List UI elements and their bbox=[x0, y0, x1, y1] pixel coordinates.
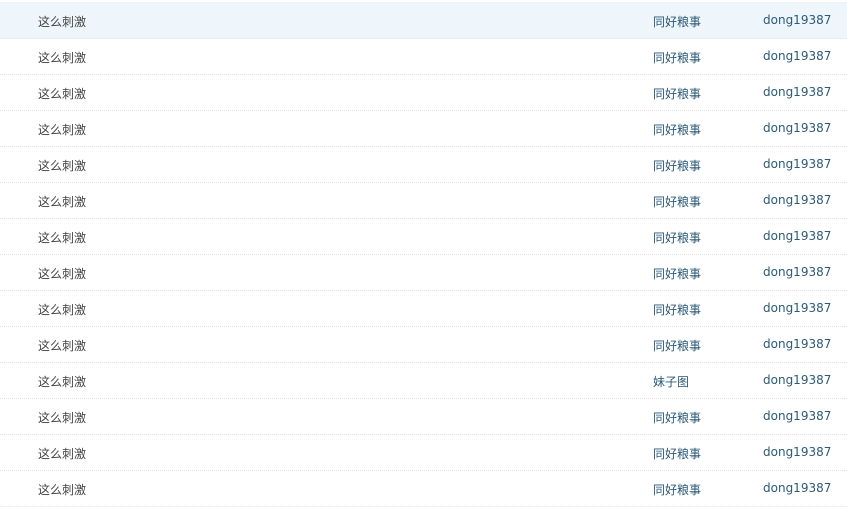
list-item[interactable]: 这么刺激 同好粮事 dong19387 bbox=[0, 39, 847, 75]
post-author-link[interactable]: dong19387 bbox=[763, 409, 832, 423]
post-author-link[interactable]: dong19387 bbox=[763, 157, 832, 171]
post-author-link[interactable]: dong19387 bbox=[763, 85, 832, 99]
post-title[interactable]: 这么刺激 bbox=[38, 15, 87, 29]
list-item[interactable]: 这么刺激 同好粮事 dong19387 bbox=[0, 75, 847, 111]
list-item[interactable]: 这么刺激 同好粮事 dong19387 bbox=[0, 219, 847, 255]
post-author-link[interactable]: dong19387 bbox=[763, 193, 832, 207]
post-title[interactable]: 这么刺激 bbox=[38, 159, 87, 173]
post-title[interactable]: 这么刺激 bbox=[38, 231, 87, 245]
post-author-link[interactable]: dong19387 bbox=[763, 301, 832, 315]
post-category-link[interactable]: 同好粮事 bbox=[653, 483, 702, 497]
post-title[interactable]: 这么刺激 bbox=[38, 303, 87, 317]
post-title[interactable]: 这么刺激 bbox=[38, 195, 87, 209]
post-author-link[interactable]: dong19387 bbox=[763, 265, 832, 279]
post-title[interactable]: 这么刺激 bbox=[38, 411, 87, 425]
post-title[interactable]: 这么刺激 bbox=[38, 87, 87, 101]
list-item[interactable]: 这么刺激 同好粮事 dong19387 bbox=[0, 111, 847, 147]
post-author-link[interactable]: dong19387 bbox=[763, 481, 832, 495]
post-category-link[interactable]: 同好粮事 bbox=[653, 51, 702, 65]
post-category-link[interactable]: 同好粮事 bbox=[653, 15, 702, 29]
post-title[interactable]: 这么刺激 bbox=[38, 51, 87, 65]
post-title[interactable]: 这么刺激 bbox=[38, 375, 87, 389]
list-item[interactable]: 这么刺激 同好粮事 dong19387 bbox=[0, 291, 847, 327]
post-author-link[interactable]: dong19387 bbox=[763, 49, 832, 63]
post-author-link[interactable]: dong19387 bbox=[763, 121, 832, 135]
post-author-link[interactable]: dong19387 bbox=[763, 445, 832, 459]
post-author-link[interactable]: dong19387 bbox=[763, 13, 832, 27]
list-item[interactable]: 这么刺激 妹子图 dong19387 bbox=[0, 363, 847, 399]
list-item[interactable]: 这么刺激 同好粮事 dong19387 bbox=[0, 471, 847, 507]
list-item[interactable]: 这么刺激 同好粮事 dong19387 bbox=[0, 147, 847, 183]
post-title[interactable]: 这么刺激 bbox=[38, 267, 87, 281]
post-category-link[interactable]: 同好粮事 bbox=[653, 267, 702, 281]
post-author-link[interactable]: dong19387 bbox=[763, 229, 832, 243]
post-author-link[interactable]: dong19387 bbox=[763, 373, 832, 387]
post-category-link[interactable]: 同好粮事 bbox=[653, 231, 702, 245]
list-item[interactable]: 这么刺激 同好粮事 dong19387 bbox=[0, 183, 847, 219]
list-item[interactable]: 这么刺激 同好粮事 dong19387 bbox=[0, 399, 847, 435]
post-category-link[interactable]: 妹子图 bbox=[653, 375, 690, 389]
list-item[interactable]: 这么刺激 同好粮事 dong19387 bbox=[0, 327, 847, 363]
post-title[interactable]: 这么刺激 bbox=[38, 339, 87, 353]
post-category-link[interactable]: 同好粮事 bbox=[653, 195, 702, 209]
list-item[interactable]: 这么刺激 同好粮事 dong19387 bbox=[0, 255, 847, 291]
post-category-link[interactable]: 同好粮事 bbox=[653, 339, 702, 353]
post-category-link[interactable]: 同好粮事 bbox=[653, 159, 702, 173]
post-category-link[interactable]: 同好粮事 bbox=[653, 123, 702, 137]
post-title[interactable]: 这么刺激 bbox=[38, 483, 87, 497]
post-category-link[interactable]: 同好粮事 bbox=[653, 87, 702, 101]
post-title[interactable]: 这么刺激 bbox=[38, 123, 87, 137]
post-category-link[interactable]: 同好粮事 bbox=[653, 303, 702, 317]
post-author-link[interactable]: dong19387 bbox=[763, 337, 832, 351]
post-title[interactable]: 这么刺激 bbox=[38, 447, 87, 461]
list-item[interactable]: 这么刺激 同好粮事 dong19387 bbox=[0, 3, 847, 39]
post-category-link[interactable]: 同好粮事 bbox=[653, 447, 702, 461]
post-category-link[interactable]: 同好粮事 bbox=[653, 411, 702, 425]
list-item[interactable]: 这么刺激 同好粮事 dong19387 bbox=[0, 435, 847, 471]
